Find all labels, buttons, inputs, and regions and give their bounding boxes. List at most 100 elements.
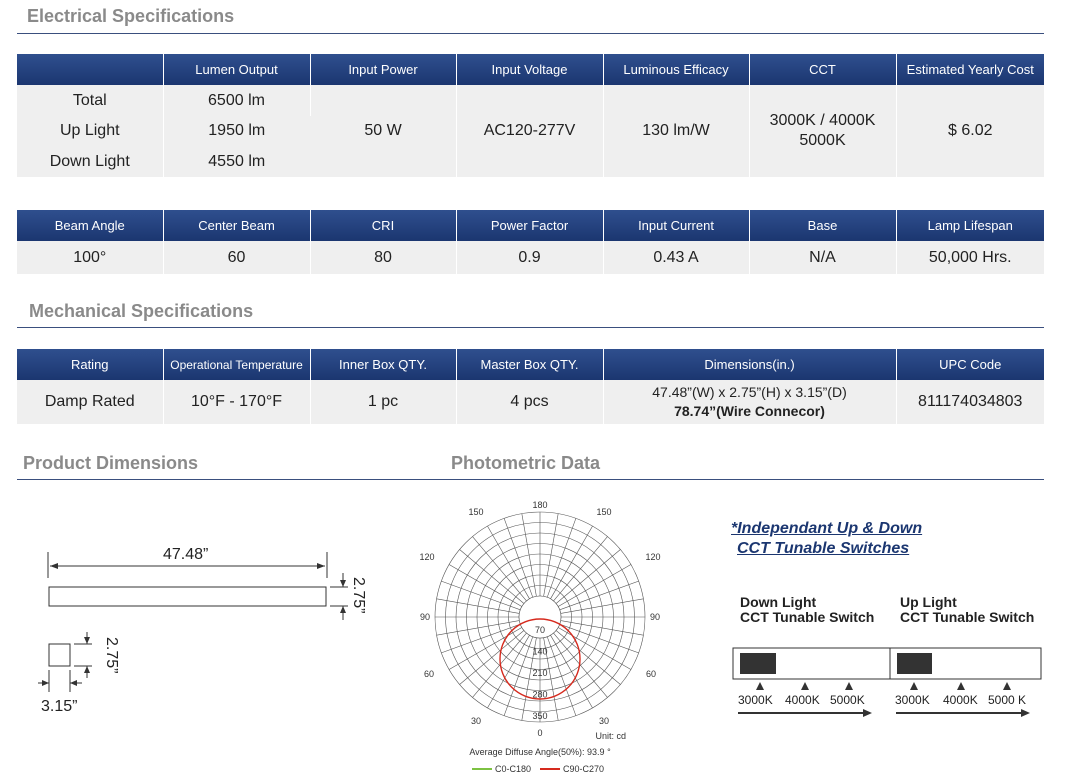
polar-angle-label: 60 [646,669,656,679]
header-dimensions: Dimensions(in.) [603,349,897,380]
dimensions-line-1: 47.48”(W) x 2.75”(H) x 3.15”(D) [652,384,847,400]
up-switch-knob[interactable] [897,653,932,674]
input-current-value: 0.43 A [603,241,750,274]
polar-angle-label: 120 [645,552,660,562]
polar-angle-label: 150 [468,507,483,517]
lumen-up: 1950 lm [163,116,310,146]
polar-spoke [558,627,632,670]
row-up-light: Up Light 1950 lm [17,116,1044,146]
polar-radial-label: 140 [532,647,547,657]
row-label-up: Up Light [17,116,164,146]
header-blank [17,54,164,85]
header-inner-box: Inner Box QTY. [310,349,457,380]
polar-spoke [550,635,593,709]
row-down-light: Down Light 4550 lm [17,146,1044,177]
polar-radial-label: 280 [532,690,547,700]
lumen-total: 6500 lm [163,85,311,116]
electrical-section-title: Electrical Specifications [27,6,235,26]
electrical-table-2: Beam Angle Center Beam CRI Power Factor … [17,210,1044,274]
efficacy-value: 130 lm/W [603,85,750,177]
header-lumen-output: Lumen Output [163,54,311,85]
polar-spoke [521,637,537,721]
header-power-factor: Power Factor [456,210,604,241]
base-value: N/A [749,241,897,274]
cri-value: 80 [310,241,457,274]
electrical-table: Lumen Output Input Power Input Voltage L… [17,54,1044,177]
polar-spoke [448,564,522,607]
polar-hub [518,595,562,639]
up-cct-5000: 5000 K [988,693,1027,707]
header-rating: Rating [17,349,164,380]
mechanical-table: Rating Operational Temperature Inner Box… [17,349,1044,424]
inner-box-value: 1 pc [310,380,457,424]
height-label: 2.75” [350,577,367,614]
down-switch-knob[interactable] [740,653,776,674]
polar-spoke [543,513,559,597]
up-switch-label: Up Light CCT Tunable Switch [900,595,1034,625]
center-beam-value: 60 [163,241,311,274]
polar-angle-label: 150 [596,507,611,517]
polar-angle-label: 180 [532,500,547,510]
polar-angle-label: 90 [420,612,430,622]
down-switch-label-2: CCT Tunable Switch [740,609,875,625]
header-op-temp: Operational Temperature [163,349,311,380]
mechanical-section-title: Mechanical Specifications [29,301,254,321]
polar-spoke [459,549,525,604]
diffuse-angle-label: Average Diffuse Angle(50%): 93.9 ° [469,747,611,757]
polar-spoke [553,632,608,698]
dimension-drawing [38,552,348,692]
polar-spoke [503,518,534,598]
mechanical-header-row: Rating Operational Temperature Inner Box… [17,349,1044,380]
mechanical-rule [17,327,1044,328]
header-center-beam: Center Beam [163,210,311,241]
series-c90-c270-curve [499,618,581,700]
photometric-title: Photometric Data [451,453,601,473]
polar-spoke [546,636,577,716]
input-power-value: 50 W [310,85,457,177]
power-factor-value: 0.9 [456,241,604,274]
polar-spoke [521,513,537,597]
polar-spoke [436,598,520,614]
switch-diagram [732,647,1042,717]
electrical-header-row-2: Beam Angle Center Beam CRI Power Factor … [17,210,1044,241]
master-box-value: 4 pcs [456,380,604,424]
polar-spoke [441,580,521,611]
up-cct-3000: 3000K [895,693,930,707]
legend-label: C90-C270 [563,764,604,774]
row-total: Total 6500 lm 50 W AC120-277V 130 lm/W 3… [17,85,1044,177]
header-master-box: Master Box QTY. [456,349,604,380]
rating-value: Damp Rated [17,380,164,424]
row-label-down: Down Light [17,146,164,177]
header-cct: CCT [749,54,897,85]
up-cct-4000: 4000K [943,693,978,707]
polar-spoke [546,518,577,598]
header-beam-angle: Beam Angle [17,210,164,241]
polar-spoke [555,549,621,604]
polar-angle-label: 60 [424,669,434,679]
polar-spoke [448,627,522,670]
yearly-cost-value: $ 6.02 [896,85,1044,177]
down-switch-label-1: Down Light [740,594,817,610]
polar-angle-label: 30 [599,716,609,726]
polar-spoke [558,564,632,607]
polar-spoke [472,632,527,698]
mechanical-values-row: Damp Rated 10°F - 170°F 1 pc 4 pcs 47.48… [17,380,1044,424]
polar-angle-label: 120 [419,552,434,562]
down-cct-4000: 4000K [785,693,820,707]
electrical-rule [17,33,1044,34]
legend-label: C0-C180 [495,764,531,774]
temperature-value: 10°F - 170°F [163,380,311,424]
polar-radial-label: 210 [532,668,547,678]
down-switch-label: Down Light CCT Tunable Switch [740,595,874,625]
polar-radial-label: 70 [535,625,545,635]
length-label: 47.48” [163,546,209,563]
down-cct-5000: 5000K [830,693,865,707]
polar-spoke [487,635,530,709]
polar-spoke [487,525,530,599]
polar-spoke [441,623,521,654]
depth-label: 3.15” [41,698,78,715]
up-switch-label-1: Up Light [900,594,957,610]
polar-spoke [543,637,559,721]
photometric-polar-chart: 180 150 150 120 120 90 90 60 60 30 30 0 70 140 210 280 3… [419,500,660,774]
lamp-lifespan-value: 50,000 Hrs. [896,241,1044,274]
